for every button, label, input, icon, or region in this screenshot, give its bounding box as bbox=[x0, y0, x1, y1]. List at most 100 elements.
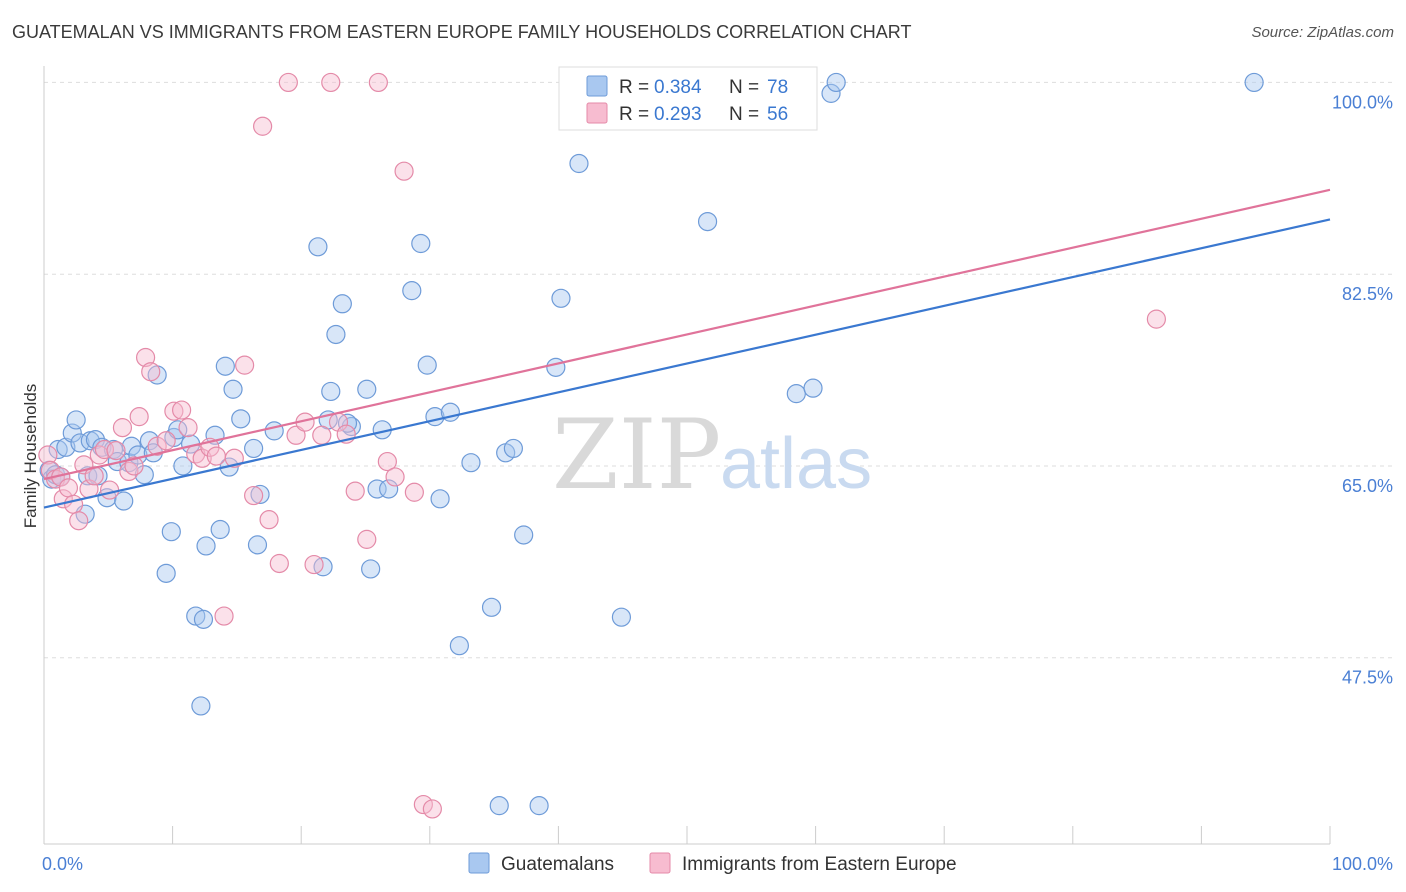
guatemalans-point bbox=[611, 607, 632, 627]
eastern-europe-point bbox=[413, 794, 433, 815]
guatemalans-point bbox=[92, 437, 112, 457]
guatemalans-point bbox=[430, 489, 450, 509]
guatemalans-point bbox=[449, 636, 469, 656]
guatemalans-point bbox=[223, 379, 243, 399]
stats-legend: R = 0.384 N = 78 R = 0.293 N = 56 bbox=[558, 66, 818, 131]
eastern-europe-point bbox=[394, 161, 414, 181]
guatemalans-point bbox=[66, 410, 86, 430]
guatemalans-point bbox=[161, 522, 181, 542]
guatemalans-point bbox=[361, 559, 381, 579]
eastern-europe-point bbox=[119, 461, 139, 482]
eastern-europe-point bbox=[404, 482, 424, 502]
guatemalans-point bbox=[546, 357, 566, 377]
eastern-europe-point bbox=[63, 494, 84, 514]
guatemalans-point bbox=[461, 453, 481, 473]
trend-line-eastern-europe bbox=[43, 188, 1331, 481]
guatemalans-point bbox=[156, 563, 176, 583]
eastern-europe-point bbox=[385, 467, 405, 487]
legend-r-label: R = bbox=[619, 77, 649, 98]
guatemalans-point bbox=[489, 796, 509, 816]
eastern-europe-point bbox=[58, 478, 79, 498]
guatemalans-point bbox=[529, 796, 549, 816]
series-legend: Guatemalans Immigrants from Eastern Euro… bbox=[468, 852, 957, 875]
eastern-europe-point bbox=[112, 418, 133, 438]
eastern-europe-point bbox=[69, 511, 89, 531]
legend-n-label: N = bbox=[729, 77, 759, 98]
y-tick-label: 65.0% bbox=[1342, 476, 1393, 496]
guatemalans-point bbox=[402, 281, 422, 301]
y-axis-label: Family Households bbox=[21, 384, 40, 529]
eastern-europe-point bbox=[178, 418, 198, 438]
eastern-europe-point bbox=[192, 448, 212, 468]
eastern-europe-point bbox=[1146, 309, 1166, 329]
guatemalans-point bbox=[247, 535, 268, 555]
eastern-europe-point bbox=[345, 481, 365, 501]
eastern-europe-point bbox=[253, 116, 273, 136]
guatemalans-point bbox=[821, 83, 841, 103]
eastern-europe-point bbox=[141, 362, 161, 382]
guatemalans-point bbox=[321, 381, 341, 402]
eastern-europe-point bbox=[259, 510, 279, 530]
guatemalans-point bbox=[417, 355, 437, 375]
legend-r-value: 0.293 bbox=[654, 104, 702, 125]
guatemalans-point bbox=[569, 153, 589, 174]
chart-source: Source: ZipAtlas.com bbox=[1251, 24, 1394, 41]
guatemalans-point bbox=[1244, 72, 1264, 93]
guatemalans-point bbox=[193, 609, 214, 629]
guatemalans-point bbox=[379, 479, 399, 499]
guatemalans-point bbox=[48, 439, 68, 460]
eastern-europe-point bbox=[377, 451, 397, 472]
guatemalans-point bbox=[357, 379, 377, 399]
eastern-europe-point bbox=[304, 554, 324, 575]
guatemalans-point bbox=[186, 606, 206, 626]
guatemalans-point bbox=[803, 378, 823, 398]
eastern-europe-point bbox=[99, 480, 120, 500]
eastern-europe-point bbox=[106, 441, 126, 461]
eastern-europe-point bbox=[269, 553, 289, 574]
guatemalans-point bbox=[215, 356, 235, 376]
series-legend-swatch-guatemalans bbox=[468, 852, 490, 874]
guatemalans-point bbox=[191, 696, 211, 716]
legend-swatch-guatemalans bbox=[586, 75, 608, 97]
guatemalans-point bbox=[514, 525, 534, 545]
guatemalans-point bbox=[551, 288, 571, 308]
guatemalans-point bbox=[210, 519, 230, 540]
legend-r-label: R = bbox=[619, 104, 649, 125]
series-legend-label-eastern-europe: Immigrants from Eastern Europe bbox=[682, 854, 957, 875]
eastern-europe-point bbox=[172, 400, 192, 420]
guatemalans-point bbox=[826, 72, 846, 93]
guatemalans-point bbox=[56, 437, 76, 457]
watermark: ZIP atlas bbox=[552, 399, 872, 511]
eastern-europe-point bbox=[244, 485, 264, 506]
eastern-europe-point bbox=[235, 355, 255, 375]
guatemalans-point bbox=[332, 294, 352, 314]
x-tick-label-max: 100.0% bbox=[1332, 854, 1393, 874]
x-tick-labels: 0.0% 100.0% bbox=[42, 854, 1393, 874]
guatemalans-point bbox=[114, 491, 134, 511]
axes bbox=[43, 66, 1331, 845]
eastern-europe-point bbox=[357, 529, 377, 549]
series-legend-label-guatemalans: Guatemalans bbox=[501, 854, 614, 875]
eastern-europe-point bbox=[321, 72, 341, 93]
guatemalans-point bbox=[481, 597, 502, 617]
guatemalans-point bbox=[411, 233, 431, 254]
series-legend-swatch-eastern-europe bbox=[649, 852, 671, 874]
eastern-europe-point bbox=[147, 436, 167, 456]
guatemalans-point bbox=[231, 409, 251, 429]
watermark-atlas: atlas bbox=[720, 424, 872, 504]
y-tick-label: 82.5% bbox=[1342, 284, 1393, 304]
eastern-europe-point bbox=[135, 347, 156, 368]
guatemalans-point bbox=[503, 438, 523, 459]
legend-swatch-eastern-europe bbox=[586, 102, 608, 124]
watermark-zip: ZIP bbox=[552, 399, 721, 511]
x-tick-label-min: 0.0% bbox=[42, 854, 83, 874]
eastern-europe-point bbox=[214, 606, 234, 626]
eastern-europe-point bbox=[224, 448, 244, 468]
y-tick-labels: 47.5% 65.0% 82.5% 100.0% bbox=[1332, 92, 1393, 687]
eastern-europe-point bbox=[164, 401, 184, 421]
trend-lines bbox=[43, 188, 1331, 509]
guatemalans-point bbox=[326, 324, 346, 345]
legend-n-value: 78 bbox=[767, 77, 788, 98]
guatemalans-point bbox=[308, 237, 328, 257]
